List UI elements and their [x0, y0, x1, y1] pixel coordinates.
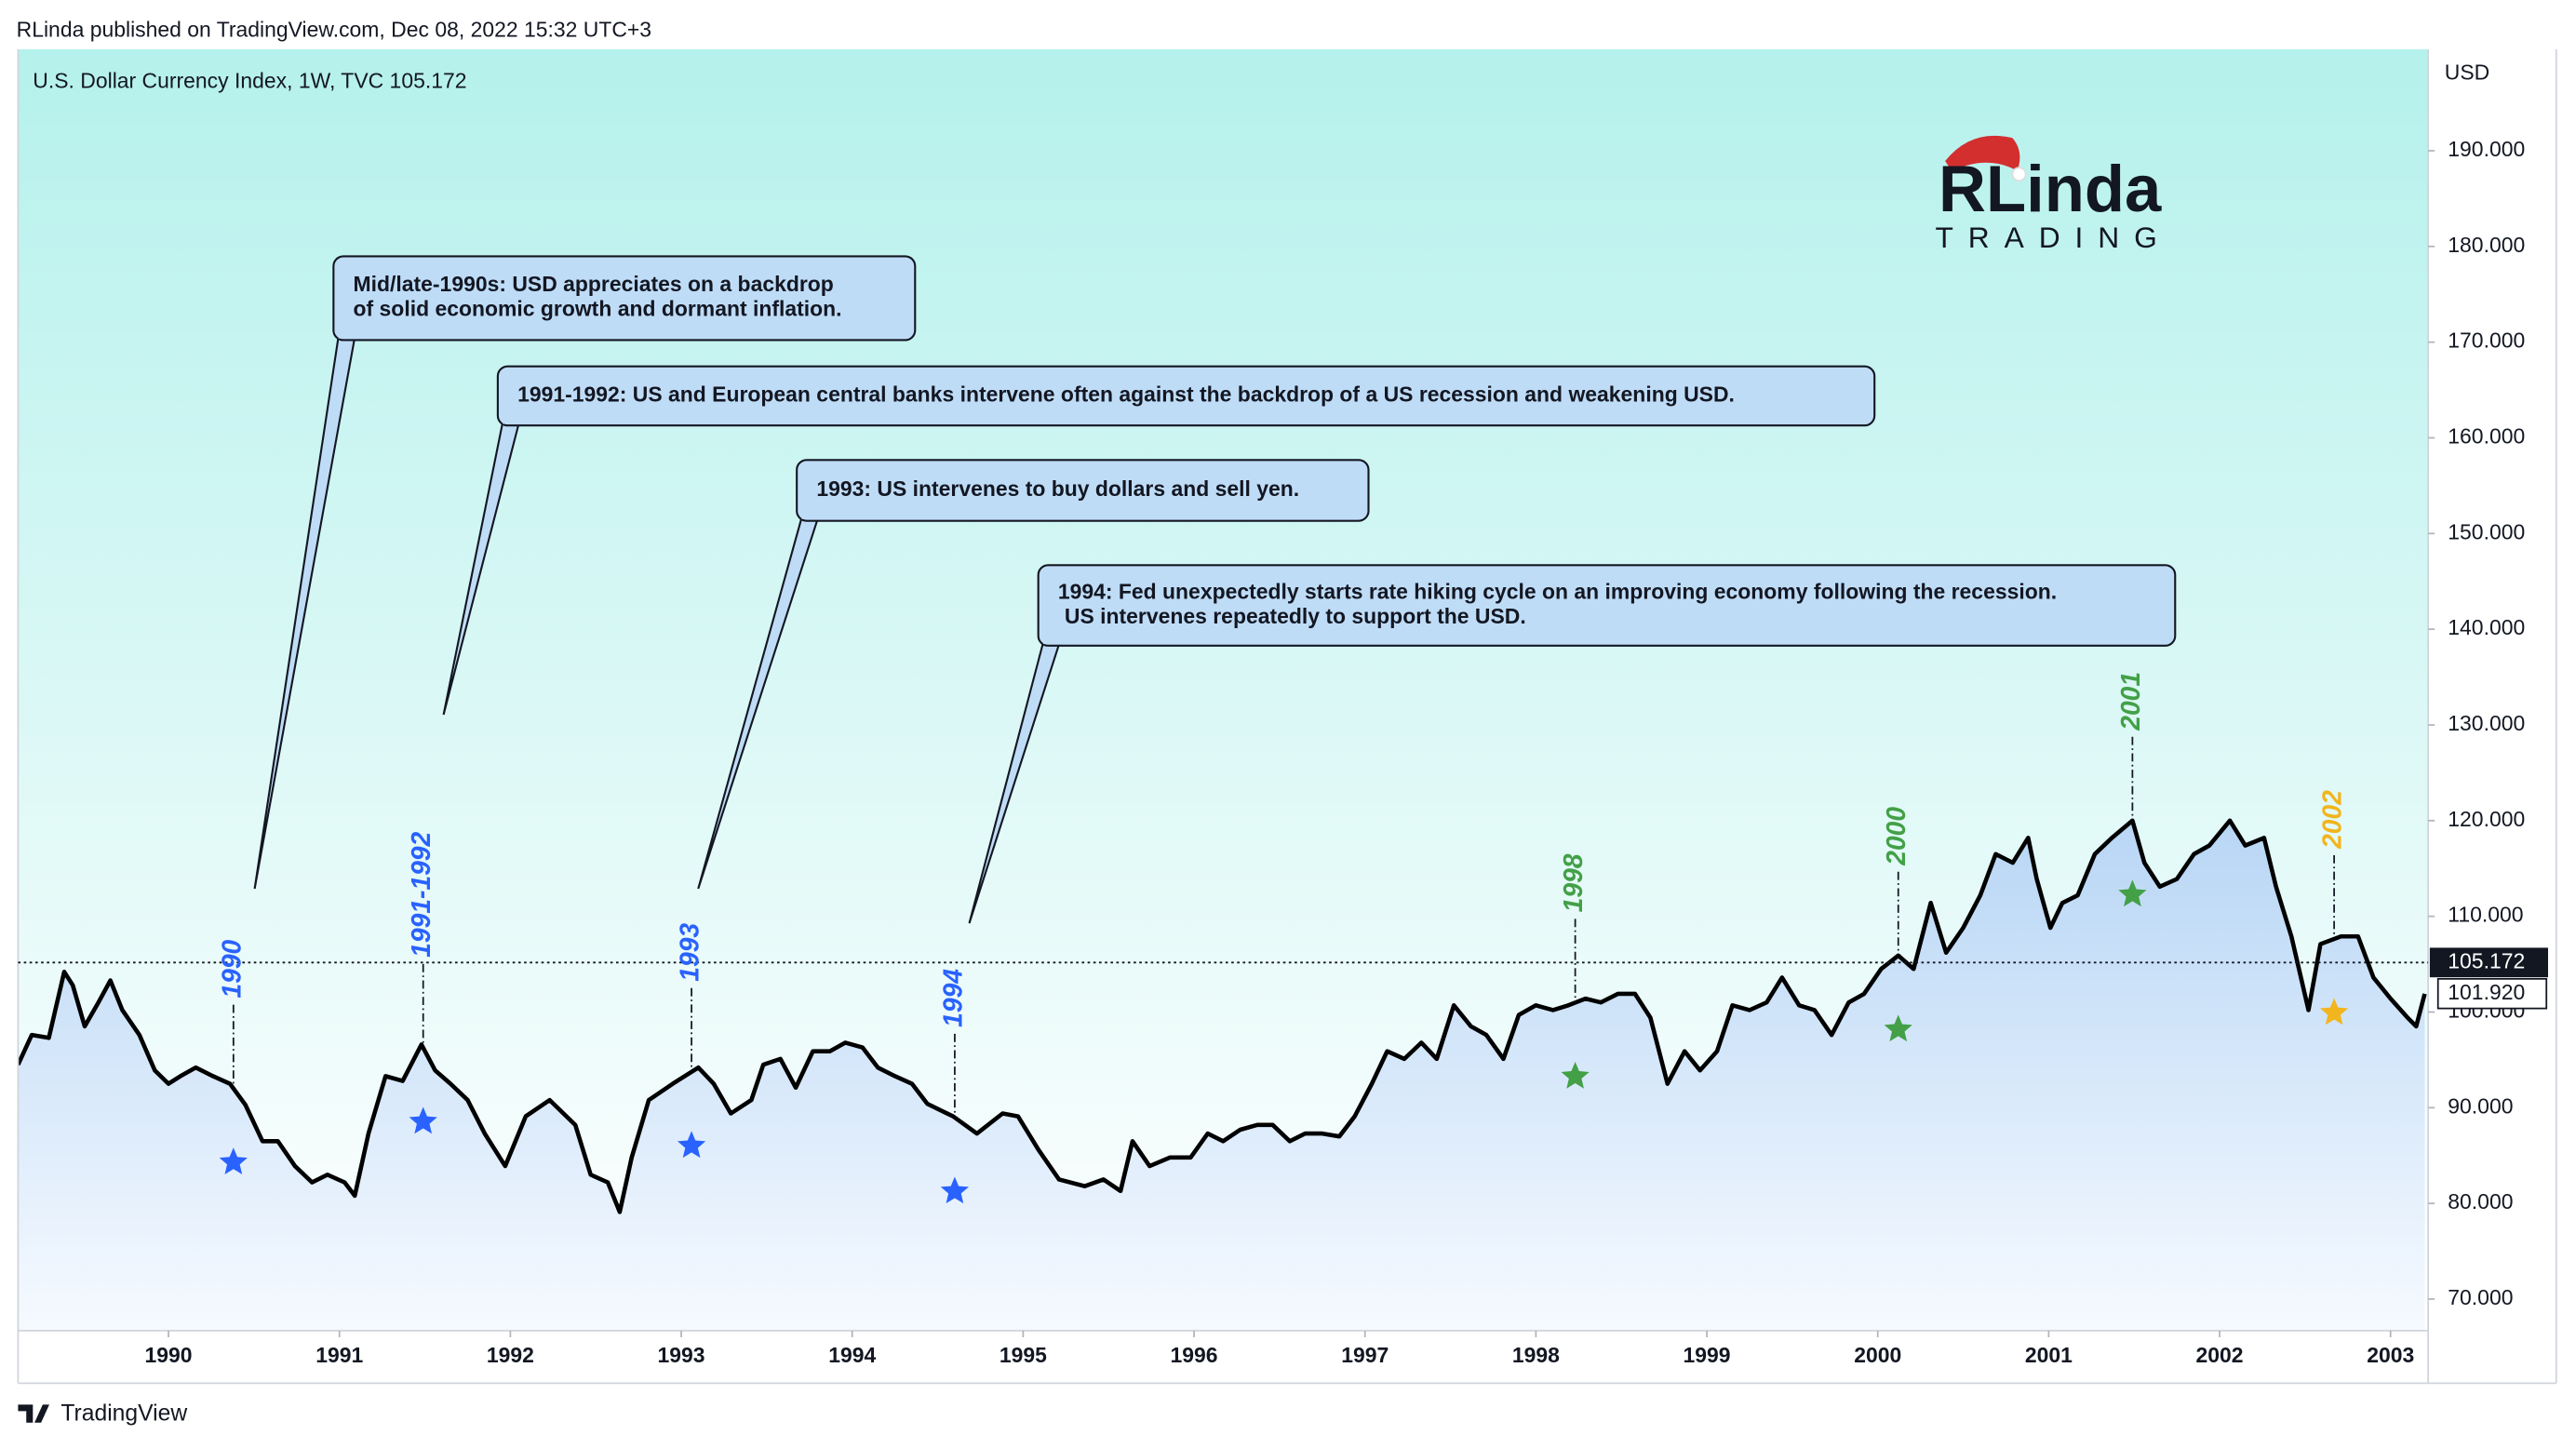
- y-tick-label: 140.000: [2448, 615, 2525, 639]
- y-tick-label: 190.000: [2448, 137, 2525, 161]
- logo-hat-ball: [2011, 167, 2027, 182]
- y-tick-label: 150.000: [2448, 519, 2525, 543]
- x-tick-label: 1993: [658, 1343, 705, 1367]
- callout-box: [796, 459, 1370, 522]
- annotation-label: 1991-1992: [406, 832, 436, 958]
- y-tick-label: 110.000: [2448, 903, 2523, 927]
- x-tick-label: 1999: [1684, 1343, 1731, 1367]
- annotation-label: 1998: [1558, 853, 1588, 912]
- header: RLinda published on TradingView.com, Dec…: [17, 18, 651, 42]
- x-tick-label: 1998: [1512, 1343, 1560, 1367]
- x-tick-label: 1994: [828, 1343, 876, 1367]
- plot: [18, 818, 2427, 1331]
- y-tick-label: 80.000: [2448, 1189, 2513, 1213]
- price-line: [18, 818, 2427, 1214]
- last-price-box: [2429, 947, 2548, 978]
- y-axis-label: USD: [2445, 60, 2489, 85]
- x-tick-label: 1995: [1000, 1343, 1047, 1367]
- annotation-star: [2320, 998, 2349, 1026]
- annotation-star: [219, 1147, 248, 1174]
- callout-box: [332, 255, 917, 342]
- logo-sub: TRADING: [1936, 221, 2172, 254]
- annotation-label: 1994: [937, 969, 967, 1027]
- x-tick-label: 2001: [2025, 1343, 2073, 1367]
- logo-name: RLinda: [1939, 152, 2162, 225]
- callout-joint: [801, 514, 819, 519]
- x-tick-label: 1991: [315, 1343, 363, 1367]
- callout-text: US intervenes repeatedly to support the …: [1065, 604, 1526, 628]
- logo-hat: [1945, 135, 2020, 171]
- y-tick-label: 160.000: [2448, 424, 2525, 449]
- y-tick-label: 180.000: [2448, 233, 2525, 257]
- callout-joint: [503, 419, 519, 424]
- callout-text: 1993: US intervenes to buy dollars and s…: [816, 476, 1299, 501]
- x-tick-label: 2003: [2367, 1343, 2414, 1367]
- annotation-star: [677, 1131, 706, 1159]
- callout-box: [496, 365, 1876, 427]
- callout-text: of solid economic growth and dormant inf…: [354, 297, 842, 321]
- x-tick-label: 1997: [1341, 1343, 1389, 1367]
- callout-text: 1991-1992: US and European central banks…: [517, 382, 1735, 407]
- annotation-label: 1990: [216, 939, 246, 998]
- callout-joint: [1042, 638, 1060, 645]
- callout-joint: [338, 333, 356, 339]
- price-marker-box: [2436, 977, 2548, 1010]
- area: [18, 820, 2425, 1331]
- x-tick-label: 2002: [2196, 1343, 2244, 1367]
- annotation-label: 2001: [2115, 672, 2145, 731]
- x-tick-label: 1996: [1171, 1343, 1218, 1367]
- callout-box: [1037, 564, 2177, 647]
- footer: TradingView: [18, 1401, 187, 1426]
- x-tick-label: 2000: [1854, 1343, 1901, 1367]
- y-tick-label: 70.000: [2448, 1285, 2513, 1309]
- chart-title: U.S. Dollar Currency Index, 1W, TVC 105.…: [33, 68, 466, 92]
- price-marker-label: 101.920: [2448, 980, 2525, 1004]
- annotation-star: [940, 1176, 970, 1204]
- annotation-star: [409, 1106, 437, 1134]
- annotation-label: 1993: [675, 923, 704, 982]
- callout-text: 1994: Fed unexpectedly starts rate hikin…: [1058, 579, 2057, 603]
- annotation-star: [1561, 1061, 1590, 1089]
- logo: RLinda TRADING: [1936, 135, 2172, 254]
- footer-text: TradingView: [60, 1401, 187, 1426]
- y-tick-label: 130.000: [2448, 711, 2525, 735]
- y-tick-label: 90.000: [2448, 1093, 2513, 1118]
- annotation-star: [1884, 1014, 1912, 1042]
- annotation-label: 2000: [1881, 807, 1911, 866]
- y-tick-label: 120.000: [2448, 807, 2525, 831]
- x-tick-label: 1990: [145, 1343, 193, 1367]
- last-price-label: 105.172: [2448, 948, 2525, 972]
- annotation-label: 2002: [2317, 790, 2347, 850]
- x-tick-label: 1992: [487, 1343, 534, 1367]
- footer-icon: [18, 1404, 49, 1423]
- y-tick-label: 170.000: [2448, 328, 2525, 353]
- annotation-star: [2118, 879, 2147, 907]
- callout-text: Mid/late-1990s: USD appreciates on a bac…: [354, 272, 834, 296]
